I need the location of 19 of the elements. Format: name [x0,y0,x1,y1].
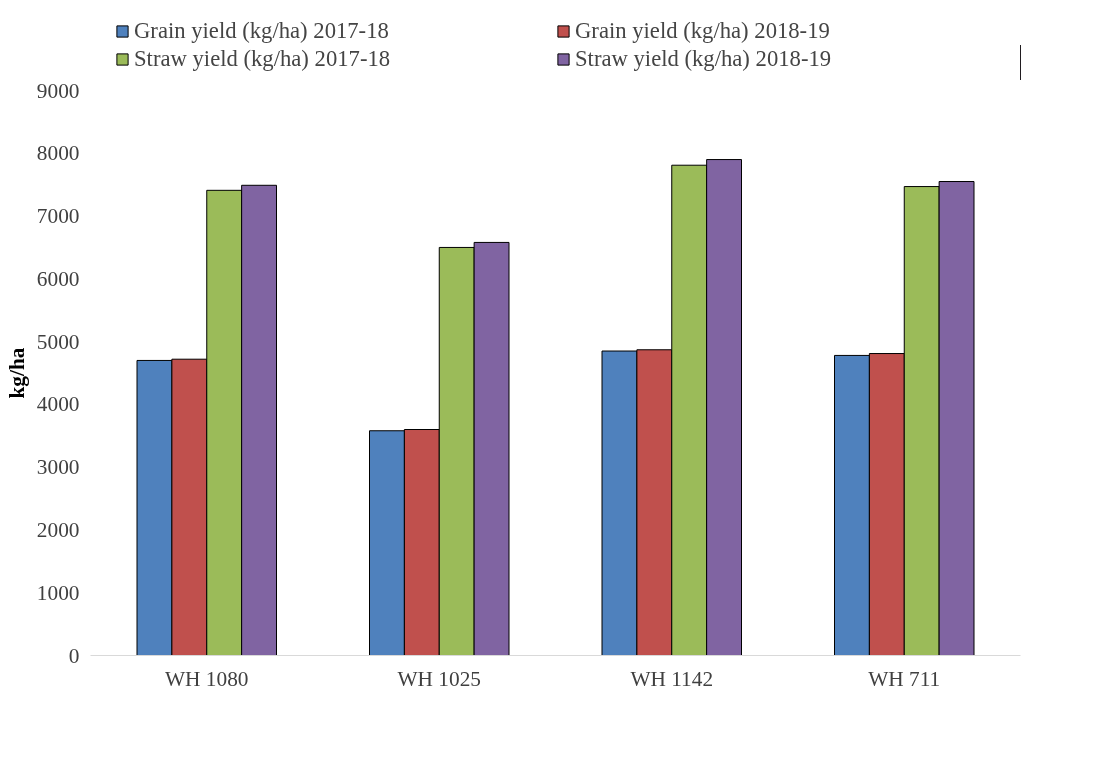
y-tick-label: 3000 [36,455,80,480]
y-tick-label: 7000 [36,204,80,229]
y-tick-label: 4000 [36,392,80,417]
legend-label: Grain yield (kg/ha) 2018-19 [575,18,831,44]
legend-label: Straw yield (kg/ha) 2018-19 [575,46,833,72]
x-tick-label: WH 1080 [164,666,249,691]
y-tick-label: 9000 [36,78,80,103]
y-tick-label: 1000 [36,580,80,605]
y-tick-label: 8000 [36,141,80,166]
x-tick-label: WH 711 [868,666,941,691]
y-tick-label: 0 [68,643,80,668]
x-tick-label: WH 1142 [630,666,714,691]
legend-label: Grain yield (kg/ha) 2017-18 [134,18,390,44]
y-tick-label: 5000 [36,329,80,354]
x-tick-label: WH 1025 [397,666,482,691]
y-tick-label: 6000 [36,266,80,291]
y-axis-title: kg/ha [4,347,29,399]
y-tick-label: 2000 [36,517,80,542]
legend-label: Straw yield (kg/ha) 2017-18 [134,46,392,72]
